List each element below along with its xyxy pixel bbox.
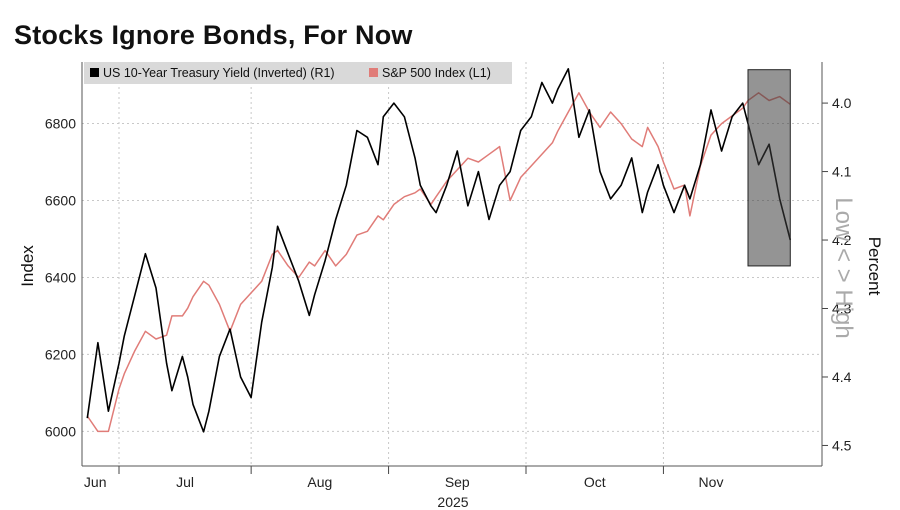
x-tick-label-nov: Nov	[699, 474, 724, 490]
x-axis-year-label: 2025	[437, 494, 468, 510]
x-tick-label-oct: Oct	[584, 474, 606, 490]
legend-swatch-spx	[369, 68, 378, 77]
left-tick-label-4: 6800	[45, 116, 76, 132]
spx-series-line	[86, 92, 791, 433]
legend-swatch-yield	[90, 68, 99, 77]
left-tick-label-3: 6600	[45, 193, 76, 209]
left-tick-label-1: 6200	[45, 346, 76, 362]
highlight-layer	[747, 69, 791, 267]
right-tick-label-0: 4.0	[832, 95, 852, 111]
legend-label-yield: US 10-Year Treasury Yield (Inverted) (R1…	[103, 66, 335, 80]
x-tick-label-jun: Jun	[84, 474, 107, 490]
right-tick-label-5: 4.5	[832, 437, 852, 453]
x-tick-label-aug: Aug	[307, 474, 332, 490]
legend: US 10-Year Treasury Yield (Inverted) (R1…	[84, 62, 512, 84]
highlight-box	[747, 69, 791, 267]
left-tick-label-0: 6000	[45, 423, 76, 439]
right-tick-label-1: 4.1	[832, 164, 852, 180]
yield-series-line	[86, 68, 792, 433]
right-tick-label-2: 4.2	[832, 232, 852, 248]
series-layer	[86, 68, 792, 433]
x-tick-label-sep: Sep	[445, 474, 470, 490]
left-tick-label-2: 6400	[45, 269, 76, 285]
right-tick-label-3: 4.3	[832, 301, 852, 317]
legend-background	[84, 62, 512, 84]
grid-layer	[82, 62, 822, 466]
left-axis-title: Index	[18, 245, 37, 287]
axis-layer: 6000 6200 6400 6600 6800 4.0 4.1 4.2 4.3 4.4 4.5 Ju…	[45, 62, 852, 490]
right-axis-title: Percent	[865, 237, 884, 296]
legend-label-spx: S&P 500 Index (L1)	[382, 66, 491, 80]
chart-title: Stocks Ignore Bonds, For Now	[14, 20, 413, 50]
low-high-annotation: Low < > High	[830, 197, 857, 338]
right-tick-label-4: 4.4	[832, 369, 852, 385]
x-tick-label-jul: Jul	[176, 474, 194, 490]
